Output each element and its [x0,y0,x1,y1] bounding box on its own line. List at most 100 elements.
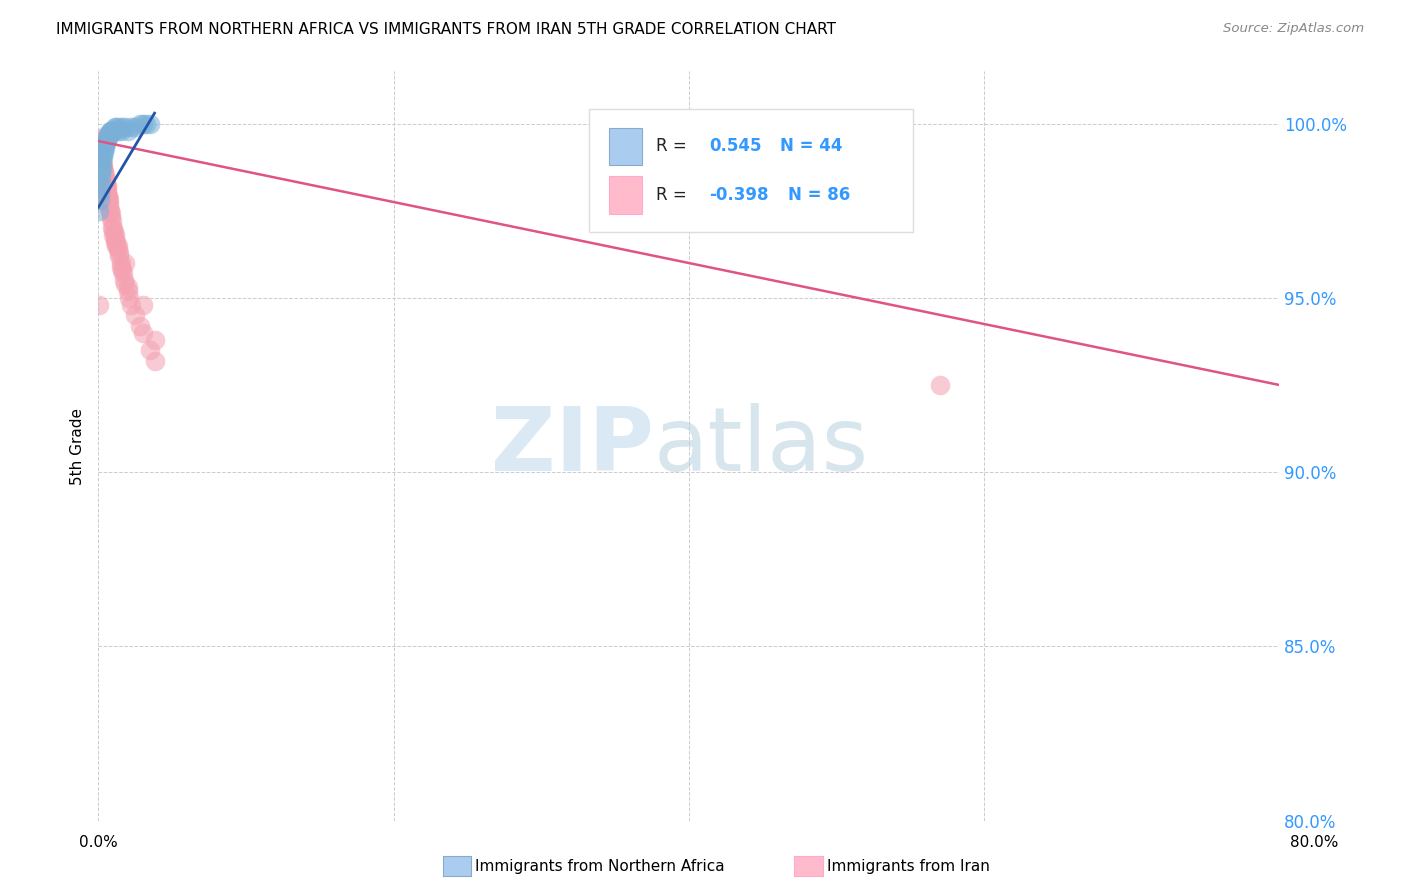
Point [89,137,111,152]
Point [132,326,155,340]
Text: 80.0%: 80.0% [1291,836,1339,850]
Point [98,196,121,211]
Point [97,190,120,204]
Point [89,137,111,152]
Point [96,183,118,197]
Point [103,123,125,137]
Point [93,169,115,183]
Text: 0.0%: 0.0% [79,836,118,850]
Text: IMMIGRANTS FROM NORTHERN AFRICA VS IMMIGRANTS FROM IRAN 5TH GRADE CORRELATION CH: IMMIGRANTS FROM NORTHERN AFRICA VS IMMIG… [56,22,837,37]
Point [91,161,114,176]
Text: Immigrants from Iran: Immigrants from Iran [827,859,990,873]
Point [89,194,111,208]
Point [110,256,132,270]
Point [90,148,112,162]
Point [108,249,131,263]
Point [117,123,139,137]
Point [90,161,112,176]
Point [90,176,112,190]
Point [97,190,120,204]
Text: atlas: atlas [654,402,869,490]
Point [104,120,127,135]
Point [124,308,146,322]
Point [91,148,114,162]
Point [97,127,120,141]
Point [132,298,155,312]
Point [117,280,139,294]
Point [107,238,129,252]
Point [90,152,112,166]
Point [96,186,118,201]
Point [94,176,117,190]
Point [104,235,127,249]
Point [100,211,122,225]
Point [104,228,127,243]
Point [112,273,135,287]
Point [90,169,112,183]
Point [105,238,128,252]
Point [100,123,122,137]
Point [98,203,121,218]
Point [114,277,136,291]
Point [89,134,111,148]
Point [89,186,111,201]
Point [107,123,129,137]
Point [103,123,125,137]
Point [128,117,150,131]
Point [89,148,111,162]
Point [94,176,117,190]
Point [93,141,115,155]
Point [105,235,128,249]
Point [89,134,111,148]
Point [93,165,115,179]
Point [110,260,132,274]
Point [98,127,121,141]
Point [101,123,124,137]
Point [107,242,129,256]
Point [114,120,136,135]
Point [104,232,127,246]
Point [132,117,155,131]
Point [120,298,142,312]
Point [111,120,134,135]
Point [90,152,112,166]
Text: Source: ZipAtlas.com: Source: ZipAtlas.com [1223,22,1364,36]
Text: N = 86: N = 86 [789,186,851,204]
Text: 0.545: 0.545 [709,137,762,155]
Point [100,207,122,221]
Point [101,221,124,235]
Point [111,263,134,277]
Point [93,169,115,183]
Point [98,200,121,214]
Point [135,117,157,131]
Point [139,343,162,358]
Text: N = 44: N = 44 [780,137,842,155]
Point [111,267,134,281]
Point [98,203,121,218]
Point [90,155,112,169]
Text: ZIP: ZIP [491,402,654,490]
Point [96,134,118,148]
Point [117,284,139,298]
Point [103,225,125,239]
Y-axis label: 5th Grade: 5th Grade [70,408,86,484]
Point [89,298,111,312]
Point [89,137,111,152]
FancyBboxPatch shape [589,109,914,233]
FancyBboxPatch shape [609,177,641,214]
Point [90,165,112,179]
Point [89,141,111,155]
Text: -0.398: -0.398 [709,186,769,204]
Point [90,152,112,166]
FancyBboxPatch shape [609,128,641,165]
Point [91,158,114,172]
Point [97,130,120,145]
Point [93,165,115,179]
Point [110,123,132,137]
Point [97,127,120,141]
Point [87,134,110,148]
Point [90,152,112,166]
Point [96,179,118,194]
Point [108,245,131,260]
Point [97,190,120,204]
